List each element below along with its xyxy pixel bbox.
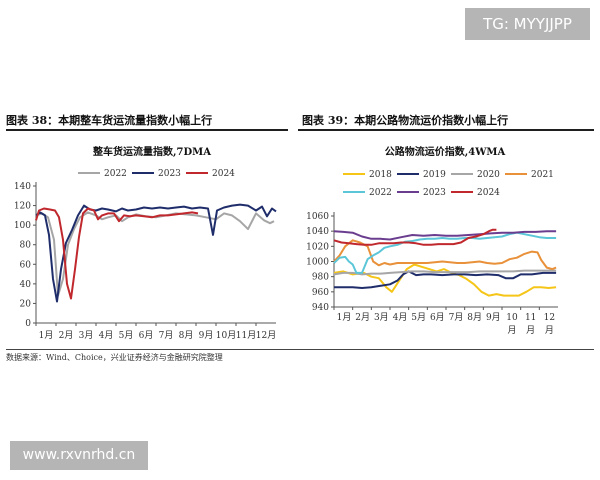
series-line-2018 — [333, 263, 557, 297]
panel-rule-right — [298, 129, 594, 131]
series-line-2023 — [35, 203, 277, 303]
x-tick-label: 5月 — [411, 312, 426, 323]
legend-label-2019: 2019 — [423, 170, 446, 180]
x-tick-unit: 月 — [507, 325, 516, 336]
x-tick-label: 10 — [506, 313, 518, 323]
series-line-2022 — [35, 211, 275, 297]
y-tick-label: 980 — [312, 273, 329, 283]
y-tick-label: 1000 — [306, 258, 329, 268]
x-tick-label: 6月 — [139, 330, 154, 341]
x-tick-label: 9月 — [486, 312, 501, 323]
series-line-2020 — [333, 269, 557, 276]
y-tick-label: 940 — [312, 303, 329, 313]
x-tick-label: 9月 — [199, 330, 214, 341]
x-tick-label: 12 — [544, 313, 555, 323]
y-tick-label: 1020 — [306, 242, 329, 252]
watermark-bottom: www.rxvnrhd.cn — [10, 441, 148, 470]
panel-title-left: 图表 38：本期整车货运流量指数小幅上行 — [6, 114, 213, 127]
legend-label-2024: 2024 — [477, 188, 500, 198]
legend-label-2018: 2018 — [369, 170, 392, 180]
x-tick-label: 1月 — [337, 312, 352, 323]
series-line-2021 — [333, 239, 557, 271]
x-tick-label: 7月 — [159, 330, 174, 341]
chart-title: 整车货运流量指数,7DMA — [92, 145, 211, 158]
panel-rule-left — [6, 129, 288, 131]
x-tick-label: 10月 — [216, 330, 236, 341]
legend-label-2021: 2021 — [531, 170, 554, 180]
x-tick-label: 3月 — [374, 312, 389, 323]
legend-label-2022: 2022 — [369, 188, 392, 198]
y-tick-label: 140 — [14, 182, 31, 192]
x-tick-label: 8月 — [179, 330, 194, 341]
series-line-2023 — [333, 230, 557, 241]
series-line-2024 — [333, 228, 497, 246]
y-tick-label: 100 — [14, 221, 31, 231]
x-tick-label: 5月 — [119, 330, 134, 341]
y-tick-label: 40 — [20, 280, 32, 290]
x-tick-unit: 月 — [526, 325, 535, 336]
x-tick-label: 6月 — [430, 312, 445, 323]
y-tick-label: 0 — [25, 319, 31, 329]
legend-label-2020: 2020 — [477, 170, 500, 180]
y-tick-label: 60 — [20, 260, 32, 270]
source-note: 数据来源：Wind、Choice，兴业证券经济与金融研究院整理 — [6, 353, 223, 362]
legend-label-2023: 2023 — [423, 188, 446, 198]
legend-label-2022: 2022 — [104, 169, 127, 179]
y-tick-label: 20 — [20, 299, 32, 309]
x-tick-label: 3月 — [79, 330, 94, 341]
y-tick-label: 80 — [20, 241, 32, 251]
x-tick-label: 2月 — [59, 330, 74, 341]
x-tick-label: 12月 — [256, 330, 276, 341]
chart-title: 公路物流运价指数,4WMA — [385, 145, 506, 158]
y-tick-label: 120 — [14, 202, 31, 212]
x-tick-label: 2月 — [355, 312, 370, 323]
source-rule — [6, 349, 594, 350]
x-tick-label: 11月 — [236, 330, 256, 341]
x-tick-label: 8月 — [467, 312, 482, 323]
x-tick-label: 1月 — [39, 330, 54, 341]
y-tick-label: 960 — [312, 288, 329, 298]
legend-label-2023: 2023 — [158, 169, 181, 179]
series-line-2019 — [334, 270, 557, 289]
x-tick-label: 11 — [525, 313, 536, 323]
x-tick-label: 4月 — [393, 312, 408, 323]
y-tick-label: 1060 — [306, 212, 329, 222]
x-tick-unit: 月 — [545, 325, 554, 336]
x-tick-label: 7月 — [449, 312, 464, 323]
series-line-2024 — [35, 207, 199, 300]
x-tick-label: 4月 — [99, 330, 114, 341]
watermark-top: TG: MYYJJPP — [465, 8, 590, 40]
panel-title-right: 图表 39：本期公路物流运价指数小幅上行 — [302, 114, 509, 127]
legend-label-2024: 2024 — [212, 169, 235, 179]
y-tick-label: 1040 — [306, 227, 329, 237]
